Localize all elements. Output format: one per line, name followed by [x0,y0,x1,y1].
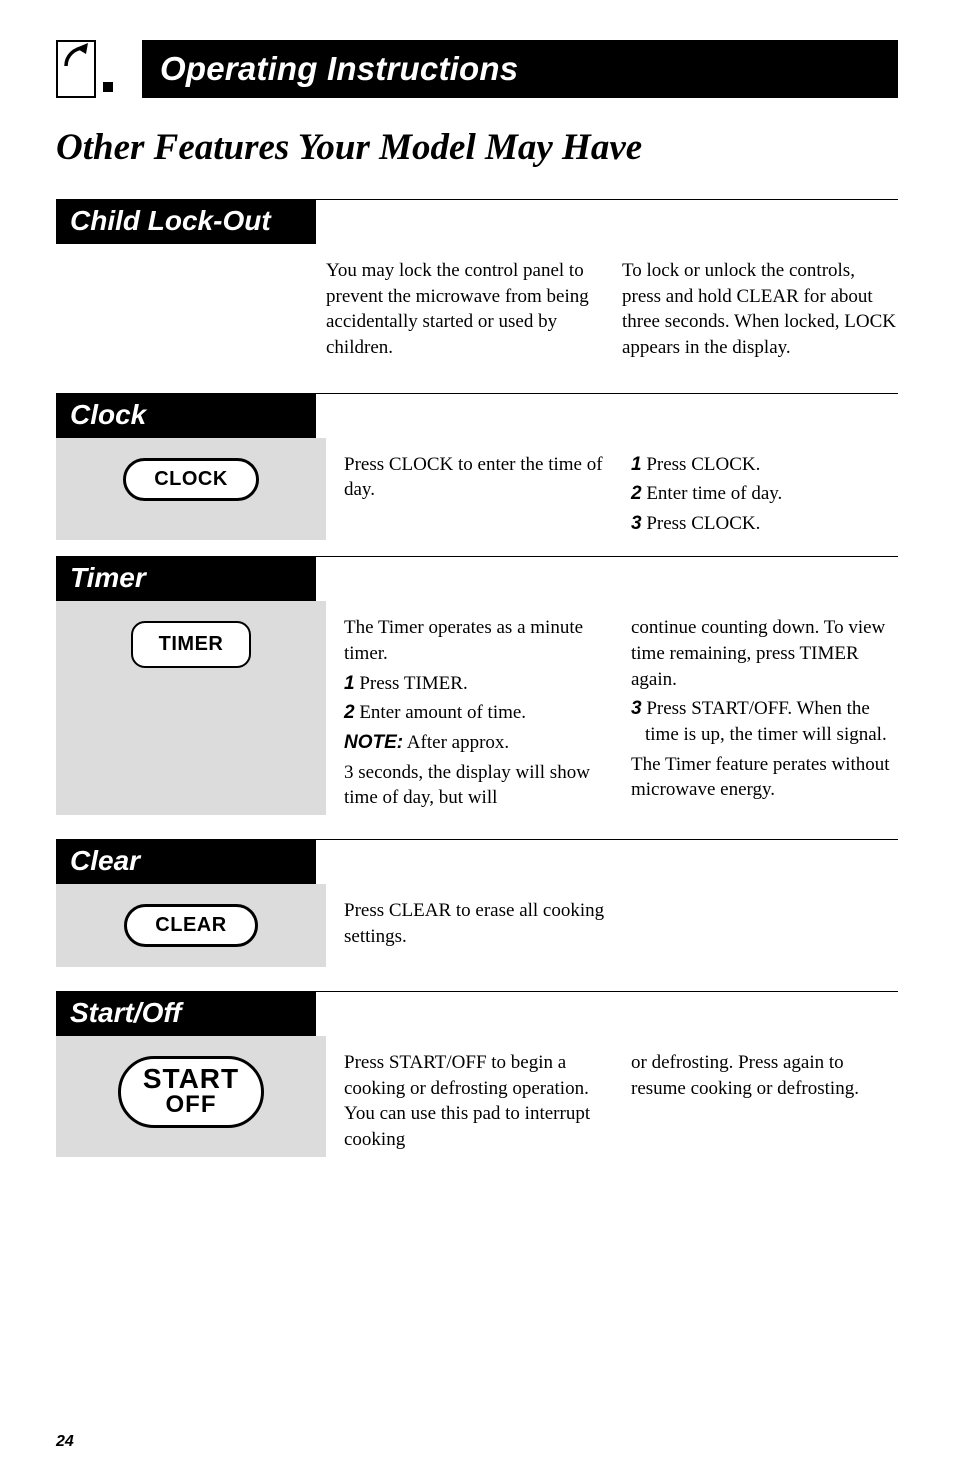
childlock-col1: You may lock the control panel to preven… [326,258,602,361]
timer-l3: 3 seconds, the display will show time of… [344,760,611,811]
section-title-startoff: Start/Off [56,992,316,1036]
section-startoff: Start/Off START OFF Press START/OFF to b… [56,991,898,1157]
section-title-timer: Timer [56,557,316,601]
clock-step2: 2 Enter time of day. [631,481,898,507]
header-title: Operating Instructions [160,50,518,88]
timer-step1: 1 Press TIMER. [344,671,611,697]
clock-button-area: CLOCK [56,438,326,541]
clear-button-area: CLEAR [56,884,326,967]
section-clear: Clear CLEAR Press CLEAR to erase all coo… [56,839,898,991]
startoff-col2: or defrosting. Press again to resume coo… [631,1050,898,1101]
clear-button[interactable]: CLEAR [124,904,257,947]
arrow-down-icon [56,40,142,98]
childlock-col2: To lock or unlock the controls, press an… [622,258,898,361]
timer-r3: The Timer feature perates without microw… [631,752,898,803]
left-col-empty [56,258,326,365]
timer-r1: continue counting down. To view time rem… [631,615,898,692]
section-timer: Timer TIMER The Timer operates as a minu… [56,556,898,838]
timer-l1: The Timer operates as a minute timer. [344,615,611,666]
clock-step1: 1 Press CLOCK. [631,452,898,478]
clock-col1: Press CLOCK to enter the time of day. [344,452,611,503]
timer-button-area: TIMER [56,601,326,814]
timer-note: NOTE: After approx. [344,730,611,756]
header-row: Operating Instructions [56,40,898,98]
startoff-button-area: START OFF [56,1036,326,1157]
section-title-clock: Clock [56,394,316,438]
start-off-button[interactable]: START OFF [118,1056,264,1128]
timer-step3: 3 Press START/OFF. When the time is up, … [631,696,898,747]
page-number: 24 [56,1433,74,1451]
timer-button[interactable]: TIMER [131,621,252,668]
section-title-clear: Clear [56,840,316,884]
section-clock: Clock CLOCK Press CLOCK to enter the tim… [56,393,898,557]
page-subheading: Other Features Your Model May Have [56,126,898,169]
startoff-col1: Press START/OFF to begin a cooking or de… [344,1050,611,1153]
clear-col1: Press CLEAR to erase all cooking setting… [344,898,611,949]
clock-step3: 3 Press CLOCK. [631,511,898,537]
section-title-child-lock: Child Lock-Out [56,200,316,244]
section-child-lock: Child Lock-Out You may lock the control … [56,199,898,393]
clock-button[interactable]: CLOCK [123,458,259,501]
timer-step2: 2 Enter amount of time. [344,700,611,726]
header-bar: Operating Instructions [142,40,898,98]
